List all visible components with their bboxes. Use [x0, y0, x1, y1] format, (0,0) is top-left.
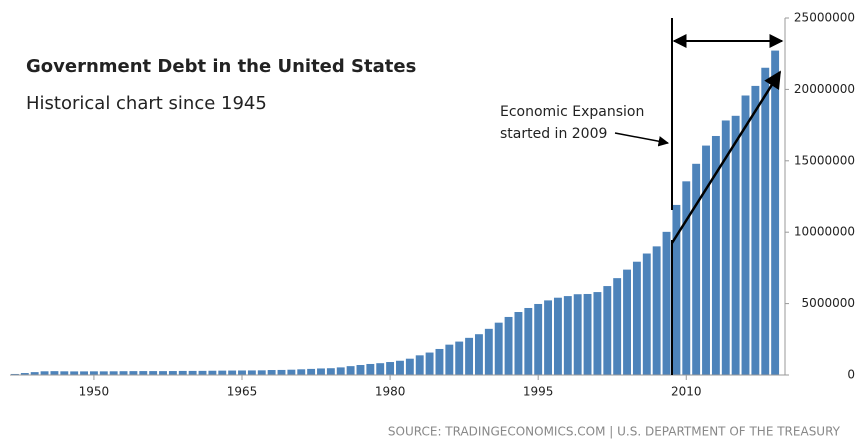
y-tick-label: 5000000 [802, 296, 855, 310]
bar [613, 278, 622, 375]
bar [70, 371, 79, 375]
bar [297, 369, 306, 375]
bar [682, 181, 691, 375]
bar [603, 286, 612, 375]
bar [267, 370, 276, 375]
bar [692, 163, 701, 375]
bar [386, 362, 395, 375]
bar [662, 231, 671, 375]
bar [652, 246, 661, 375]
bar [178, 370, 187, 375]
bar [247, 370, 256, 375]
bar [553, 297, 562, 375]
bar [40, 371, 49, 375]
y-tick-label: 20000000 [794, 82, 855, 96]
chart-subtitle: Historical chart since 1945 [26, 93, 267, 114]
bar [80, 371, 88, 375]
bar [721, 120, 730, 375]
bar [771, 50, 780, 375]
bar [168, 371, 177, 375]
bar [751, 85, 760, 375]
bar [277, 369, 286, 375]
source: SOURCE: TRADINGECONOMICS.COM | U.S. DEPA… [388, 425, 841, 439]
bar [583, 293, 592, 375]
bar [198, 370, 207, 375]
bar [188, 370, 197, 375]
bar [326, 368, 335, 375]
y-tick-label: 10000000 [794, 225, 855, 239]
bar [642, 253, 651, 375]
bar [99, 371, 108, 375]
bar [317, 368, 325, 375]
bar [109, 371, 118, 375]
plot: 0 5000000 10000000 15000000 20000000 25000000… [10, 11, 855, 399]
x-tick-label: 1995 [523, 385, 554, 399]
x-tick-label: 1965 [227, 385, 258, 399]
bar [396, 360, 404, 375]
annotation-arrows [614, 18, 784, 375]
bar [632, 261, 641, 375]
bar [366, 363, 375, 375]
bar [573, 294, 582, 375]
bar [435, 348, 444, 375]
bar [672, 204, 681, 375]
x-tick-label: 2010 [671, 385, 702, 399]
bar [238, 370, 246, 375]
bar [563, 296, 572, 375]
bar [149, 371, 158, 375]
y-tick-label: 0 [847, 368, 855, 382]
bar [346, 366, 355, 375]
bar [376, 363, 385, 375]
bar [129, 371, 138, 375]
x-tick-label: 1950 [79, 385, 110, 399]
annotation: Economic Expansion [500, 104, 644, 120]
bar [741, 95, 750, 375]
bar [504, 316, 513, 375]
bar [494, 322, 503, 375]
bar [20, 373, 29, 375]
bar [415, 355, 424, 375]
bar [10, 373, 19, 375]
bar [159, 371, 167, 375]
y-tick-label: 25000000 [794, 11, 855, 25]
bar [356, 365, 365, 375]
bar [287, 369, 296, 375]
annotation: started in 2009 [500, 126, 607, 142]
bar [257, 370, 266, 375]
bar [711, 135, 720, 375]
bar [524, 307, 533, 375]
bar [761, 67, 770, 375]
bar [534, 303, 543, 375]
bar [336, 367, 345, 375]
bar [119, 371, 128, 375]
bar [455, 341, 464, 375]
bar [514, 312, 523, 375]
chart-title: Government Debt in the United States [26, 56, 416, 77]
bar [484, 328, 493, 375]
x-tick-label: 1980 [375, 385, 406, 399]
bar [30, 372, 39, 375]
trend-arrow [670, 70, 782, 244]
bar [593, 292, 602, 375]
bar [475, 334, 483, 375]
bar [208, 370, 217, 375]
annotation-arrow [614, 132, 670, 147]
bar [89, 371, 98, 375]
bar [445, 344, 454, 375]
bar [218, 370, 227, 375]
bar [731, 115, 740, 376]
bar [425, 352, 434, 375]
bar [465, 337, 474, 375]
y-tick-label: 15000000 [794, 153, 855, 167]
bar [139, 371, 148, 375]
bar [307, 368, 316, 375]
bar [623, 269, 631, 375]
bar [702, 145, 710, 375]
bar [228, 370, 237, 375]
bar [544, 300, 553, 375]
bar [405, 358, 414, 375]
bar [60, 371, 69, 375]
bar [50, 371, 59, 375]
